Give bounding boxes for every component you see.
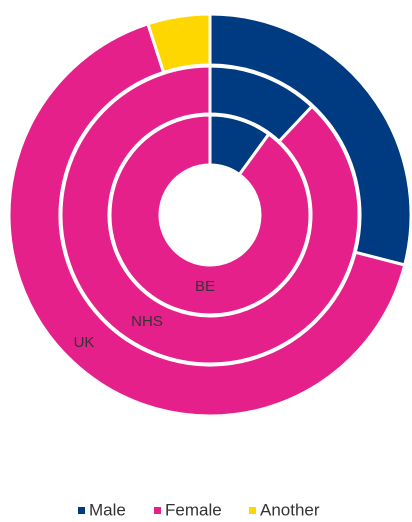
- ring-segment: [108, 113, 312, 317]
- ring-label: BE: [195, 278, 215, 295]
- ring-segment: [59, 64, 361, 366]
- legend-label: Female: [165, 500, 222, 519]
- legend-swatch: [78, 507, 85, 514]
- legend-label: Male: [89, 500, 126, 519]
- ring-label: UK: [74, 334, 95, 351]
- legend-swatch: [154, 507, 161, 514]
- ring-label: NHS: [131, 313, 163, 330]
- legend-swatch: [249, 507, 256, 514]
- legend-label: Another: [260, 500, 320, 519]
